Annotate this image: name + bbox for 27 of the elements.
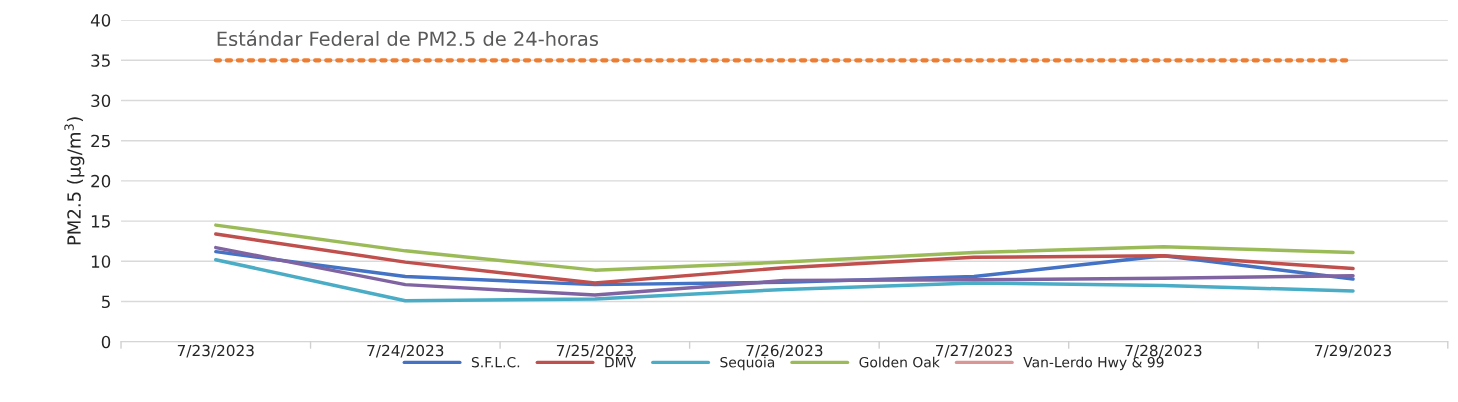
y-tick-label: 15 [91, 215, 110, 228]
y-axis-title: PM2.5 (µg/m$^{3}$) [64, 117, 85, 245]
x-tick-label: 7/24/2023 [367, 344, 444, 358]
x-tick-label: 7/25/2023 [556, 344, 633, 358]
x-tick-label: 7/28/2023 [1125, 344, 1202, 358]
y-tick-label: 0 [101, 335, 111, 349]
y-tick-label: 40 [90, 14, 111, 27]
x-tick-label: 7/23/2023 [177, 344, 254, 358]
y-tick-label: 5 [101, 295, 110, 309]
legend-label: Sequoia [720, 356, 775, 371]
y-tick-label: 35 [91, 54, 110, 67]
legend-label: Golden Oak [859, 356, 940, 368]
legend-label: DMV [605, 357, 637, 368]
line-series [214, 257, 1355, 303]
x-tick-label: 7/29/2023 [1315, 344, 1391, 358]
y-tick-label: 25 [91, 134, 110, 148]
x-tick-label: 7/26/2023 [746, 344, 823, 358]
line-series [214, 245, 1355, 297]
y-tick-label: 20 [91, 174, 111, 188]
y-tick-label: 10 [91, 255, 111, 268]
x-tick-label: 7/27/2023 [936, 344, 1012, 358]
line-series [214, 232, 1355, 285]
legend-label: Van-Lerdo Hwy & 99 [1023, 356, 1164, 371]
y-tick-label: 30 [91, 94, 111, 108]
ref-line-label: Estándar Federal de PM2.5 de 24-horas [217, 30, 599, 47]
legend-label: S.F.L.C. [471, 356, 520, 368]
line-series [214, 223, 1355, 272]
